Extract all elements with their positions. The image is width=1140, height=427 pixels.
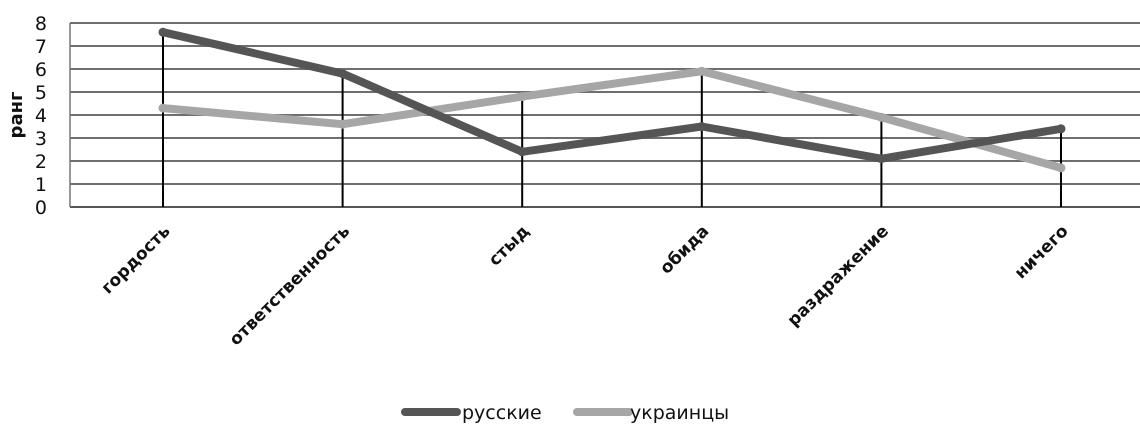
data-point <box>518 92 527 101</box>
x-category-label: стыд <box>485 221 534 270</box>
y-tick-label: 1 <box>35 174 47 196</box>
x-category-label: ответственность <box>226 221 355 350</box>
data-point <box>338 69 347 78</box>
series-line-russians <box>163 32 1061 159</box>
y-tick-label: 0 <box>35 197 47 219</box>
x-category-label: ничего <box>1011 221 1073 283</box>
y-tick-label: 8 <box>35 13 47 35</box>
legend-label: русские <box>462 402 542 424</box>
x-category-label: гордость <box>98 221 175 298</box>
y-tick-label: 6 <box>35 59 47 81</box>
y-tick-label: 5 <box>35 82 47 104</box>
y-tick-label: 4 <box>35 105 47 127</box>
x-category-label: обида <box>656 221 713 278</box>
y-tick-label: 2 <box>35 151 47 173</box>
data-point <box>159 28 168 37</box>
y-tick-label: 7 <box>35 36 47 58</box>
data-point <box>697 122 706 131</box>
data-point <box>518 147 527 156</box>
x-category-label: раздражение <box>784 221 893 330</box>
y-tick-label: 3 <box>35 128 47 150</box>
series-lines <box>159 28 1066 173</box>
legend-label: украинцы <box>630 402 729 424</box>
data-point <box>877 113 886 122</box>
y-axis-label: ранг <box>6 92 27 139</box>
data-point <box>877 154 886 163</box>
data-point <box>697 67 706 76</box>
data-point <box>1057 124 1066 133</box>
legend: русские украинцы <box>405 402 729 424</box>
data-point <box>338 120 347 129</box>
data-point <box>159 104 168 113</box>
data-point <box>1057 163 1066 172</box>
x-axis-category-labels: гордость ответственность стыд обида раздраже… <box>98 221 1073 350</box>
